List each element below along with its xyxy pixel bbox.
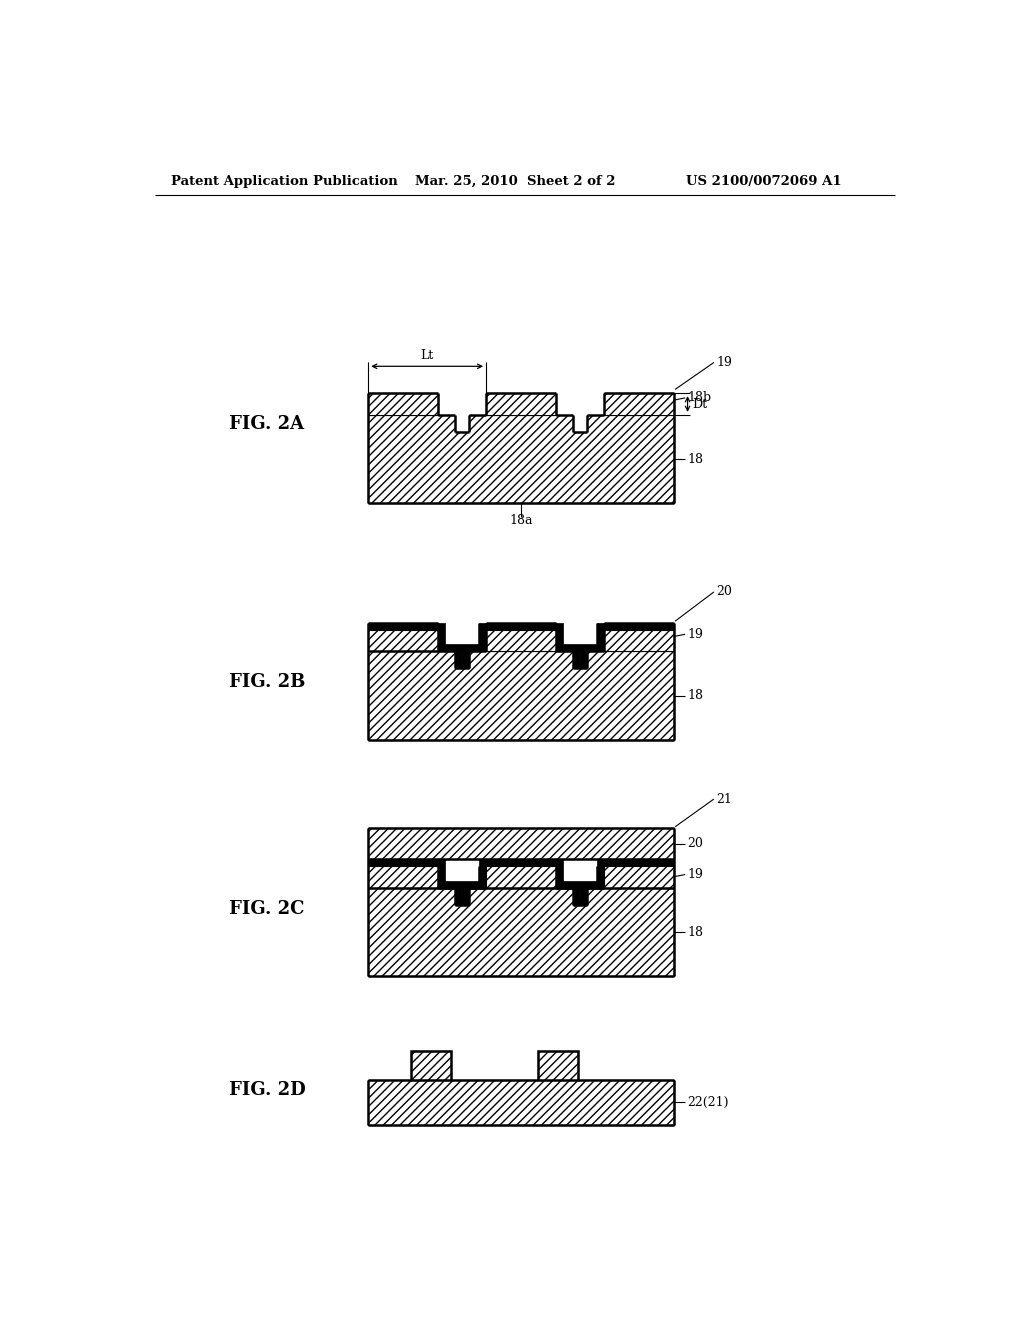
Text: 20: 20 <box>687 837 703 850</box>
Text: 18: 18 <box>687 453 703 466</box>
Bar <box>486 393 556 414</box>
Bar <box>369 887 674 977</box>
Bar <box>369 866 438 887</box>
Bar <box>538 1051 579 1080</box>
Text: FIG. 2B: FIG. 2B <box>228 673 305 690</box>
Text: 18b: 18b <box>687 391 712 404</box>
Bar <box>580 651 587 668</box>
Text: 19: 19 <box>687 628 703 640</box>
Text: FIG. 2C: FIG. 2C <box>228 900 304 919</box>
Text: 19: 19 <box>687 869 703 880</box>
Bar <box>455 651 462 668</box>
Bar <box>572 887 587 904</box>
Bar <box>486 866 556 887</box>
Bar <box>604 866 674 887</box>
Text: 18: 18 <box>687 689 703 702</box>
Bar <box>604 393 674 414</box>
Text: 19: 19 <box>716 356 732 370</box>
Bar <box>369 1080 674 1125</box>
Bar <box>572 651 587 668</box>
Bar <box>479 859 486 887</box>
Bar <box>563 866 597 880</box>
Text: 22(21): 22(21) <box>687 1096 729 1109</box>
Bar <box>438 623 445 651</box>
Text: 18a: 18a <box>509 513 532 527</box>
Bar <box>572 887 580 904</box>
Bar <box>538 1051 579 1080</box>
Bar <box>462 651 469 668</box>
Bar <box>556 623 563 651</box>
Bar <box>604 623 674 630</box>
Bar <box>563 880 597 887</box>
Bar <box>369 859 438 866</box>
Bar <box>438 392 486 414</box>
Bar <box>556 392 604 414</box>
Bar <box>369 651 674 739</box>
Bar <box>604 859 674 866</box>
Text: US 2100/0072069 A1: US 2100/0072069 A1 <box>686 176 842 187</box>
Text: FIG. 2A: FIG. 2A <box>228 414 304 433</box>
Text: FIG. 2D: FIG. 2D <box>228 1081 305 1100</box>
Text: Dt: Dt <box>692 397 708 411</box>
Bar <box>462 887 469 904</box>
Bar <box>604 630 674 651</box>
Bar <box>411 1051 452 1080</box>
Bar <box>445 866 479 880</box>
Bar <box>572 414 587 432</box>
Text: Patent Application Publication: Patent Application Publication <box>171 176 397 187</box>
Bar <box>479 623 486 651</box>
Bar <box>486 623 556 630</box>
Bar <box>438 859 445 887</box>
Bar <box>445 880 479 887</box>
Bar <box>556 859 563 887</box>
Text: 21: 21 <box>716 792 732 805</box>
Bar <box>369 414 674 503</box>
Bar <box>455 887 462 904</box>
Text: 20: 20 <box>716 585 732 598</box>
Text: Mar. 25, 2010  Sheet 2 of 2: Mar. 25, 2010 Sheet 2 of 2 <box>415 176 615 187</box>
Bar <box>572 651 580 668</box>
Bar <box>369 393 438 414</box>
Bar <box>597 859 604 887</box>
Bar <box>486 630 556 651</box>
Bar <box>369 829 674 859</box>
Bar <box>486 859 556 866</box>
Text: 18: 18 <box>687 925 703 939</box>
Bar <box>369 623 438 630</box>
Bar <box>411 1051 452 1080</box>
Bar <box>455 651 469 668</box>
Bar <box>369 630 438 651</box>
Bar <box>455 414 469 432</box>
Bar <box>563 644 597 651</box>
Bar <box>455 887 469 904</box>
Bar <box>445 644 479 651</box>
Bar <box>597 623 604 651</box>
Bar <box>580 887 587 904</box>
Text: Lt: Lt <box>421 348 434 362</box>
